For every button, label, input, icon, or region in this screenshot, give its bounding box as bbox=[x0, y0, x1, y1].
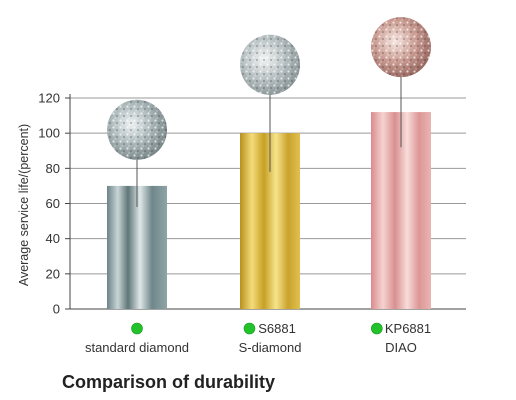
chart-caption: Comparison of durability bbox=[62, 372, 276, 392]
sample-texture-1 bbox=[107, 99, 167, 160]
category-label-1: standard diamond bbox=[85, 340, 189, 355]
bars bbox=[107, 112, 431, 309]
category-label-3: KP6881 bbox=[385, 321, 431, 336]
category-label-2: S6881 bbox=[258, 321, 296, 336]
sample-texture-3 bbox=[371, 17, 431, 78]
category-sublabel-3: DIAO bbox=[385, 340, 417, 355]
y-tick-label-20: 20 bbox=[46, 266, 60, 281]
category-labels: standard diamond S6881 S-diamond KP6881 DIAO bbox=[85, 321, 431, 355]
y-tick-label-40: 40 bbox=[46, 231, 60, 246]
legend-dot-3 bbox=[370, 322, 383, 335]
sample-images bbox=[107, 17, 431, 160]
y-tick-label-120: 120 bbox=[38, 91, 60, 106]
y-axis: 0 20 40 60 80 100 120 bbox=[38, 91, 71, 317]
y-axis-label: Average service life/(percent) bbox=[17, 124, 31, 286]
category-sublabel-2: S-diamond bbox=[239, 340, 302, 355]
legend-dot-1 bbox=[131, 322, 143, 335]
sample-texture-2 bbox=[240, 34, 300, 95]
y-tick-label-80: 80 bbox=[46, 161, 60, 176]
y-tick-label-100: 100 bbox=[38, 126, 60, 141]
error-bars bbox=[136, 75, 402, 208]
legend-dot-2 bbox=[243, 322, 256, 335]
y-tick-label-60: 60 bbox=[46, 196, 60, 211]
y-tick-label-0: 0 bbox=[53, 302, 60, 317]
durability-chart: 0 20 40 60 80 100 120 Average service life/(pe… bbox=[17, 17, 466, 355]
